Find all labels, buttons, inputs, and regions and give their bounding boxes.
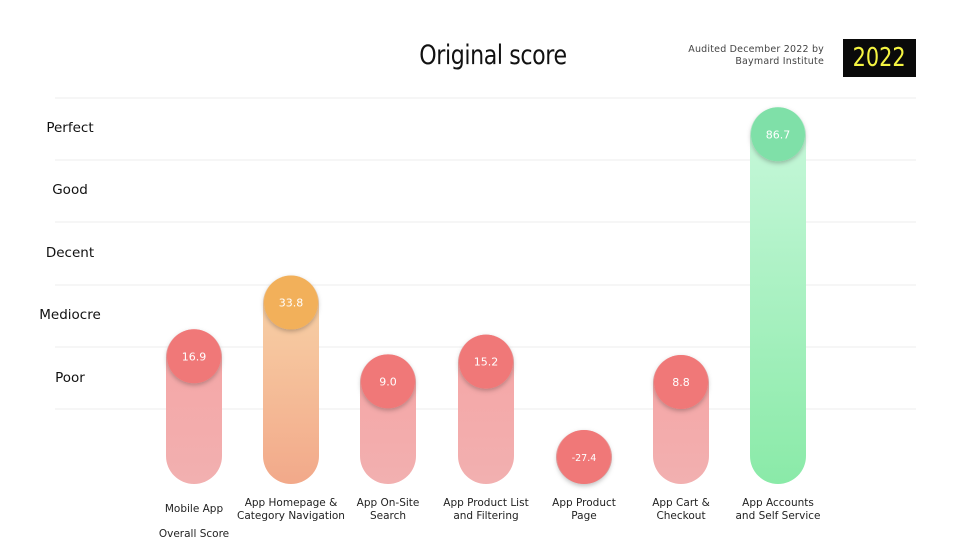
x-tick-label-line: and Self Service bbox=[735, 510, 821, 522]
bar-marker bbox=[167, 329, 221, 384]
bar bbox=[263, 275, 319, 484]
x-tick-label-line: Category Navigation bbox=[237, 510, 345, 522]
x-tick-label-line: Overall Score bbox=[158, 528, 230, 540]
audit-credit: Audited December 2022 by Baymard Institu… bbox=[688, 44, 824, 68]
audit-line-1: Audited December 2022 by bbox=[688, 44, 824, 55]
x-tick-label-line: App Homepage & bbox=[244, 497, 338, 509]
x-tick-label-line: App Product List bbox=[443, 497, 529, 509]
x-tick-label: App Product Page bbox=[528, 497, 640, 523]
data-label: -27.4 bbox=[572, 453, 597, 464]
bar-marker bbox=[264, 275, 318, 330]
x-tick-label: App Product List and Filtering bbox=[430, 497, 542, 523]
x-tick-label: App Homepage & Category Navigation bbox=[235, 497, 347, 523]
chart-title: Original score bbox=[419, 40, 567, 71]
y-tick-label: Perfect bbox=[46, 120, 94, 136]
x-tick-label-line: Checkout bbox=[656, 510, 706, 522]
x-tick-label-line: App On-Site bbox=[356, 497, 420, 509]
x-tick-label: App Accounts and Self Service bbox=[722, 497, 834, 523]
year-badge-text: 2022 bbox=[853, 43, 906, 73]
bar-marker bbox=[557, 430, 611, 484]
x-tick-label-line: App Accounts bbox=[742, 497, 814, 509]
x-tick-label-line: Mobile App bbox=[164, 503, 224, 515]
bar-marker bbox=[654, 355, 708, 410]
data-label: 16.9 bbox=[182, 350, 207, 363]
x-tick-label-line: App Cart & bbox=[652, 497, 710, 509]
data-label: 8.8 bbox=[672, 376, 690, 389]
x-tick-label: App On-Site Search bbox=[332, 497, 444, 523]
data-label: 9.0 bbox=[379, 375, 397, 388]
x-tick-label: App Cart & Checkout bbox=[625, 497, 737, 523]
y-tick-label: Poor bbox=[55, 370, 85, 386]
x-tick-label-line: Page bbox=[571, 510, 597, 522]
y-tick-label: Good bbox=[52, 182, 88, 198]
y-tick-label: Decent bbox=[45, 245, 95, 261]
bar bbox=[750, 107, 806, 484]
x-tick-label-line: Search bbox=[369, 510, 407, 522]
data-label: 15.2 bbox=[474, 356, 499, 369]
data-label: 33.8 bbox=[279, 297, 304, 310]
year-badge: 2022 bbox=[843, 39, 916, 77]
x-tick-label: Mobile App Overall Score bbox=[138, 497, 250, 547]
y-tick-label: Mediocre bbox=[39, 307, 101, 323]
bar-marker bbox=[459, 334, 513, 389]
x-tick-label-line: and Filtering bbox=[453, 510, 519, 522]
data-label: 86.7 bbox=[766, 128, 791, 141]
bar-marker bbox=[361, 354, 415, 409]
x-tick-label-line: App Product bbox=[552, 497, 616, 509]
bar-marker bbox=[751, 107, 805, 162]
audit-line-2: Baymard Institute bbox=[735, 56, 824, 67]
